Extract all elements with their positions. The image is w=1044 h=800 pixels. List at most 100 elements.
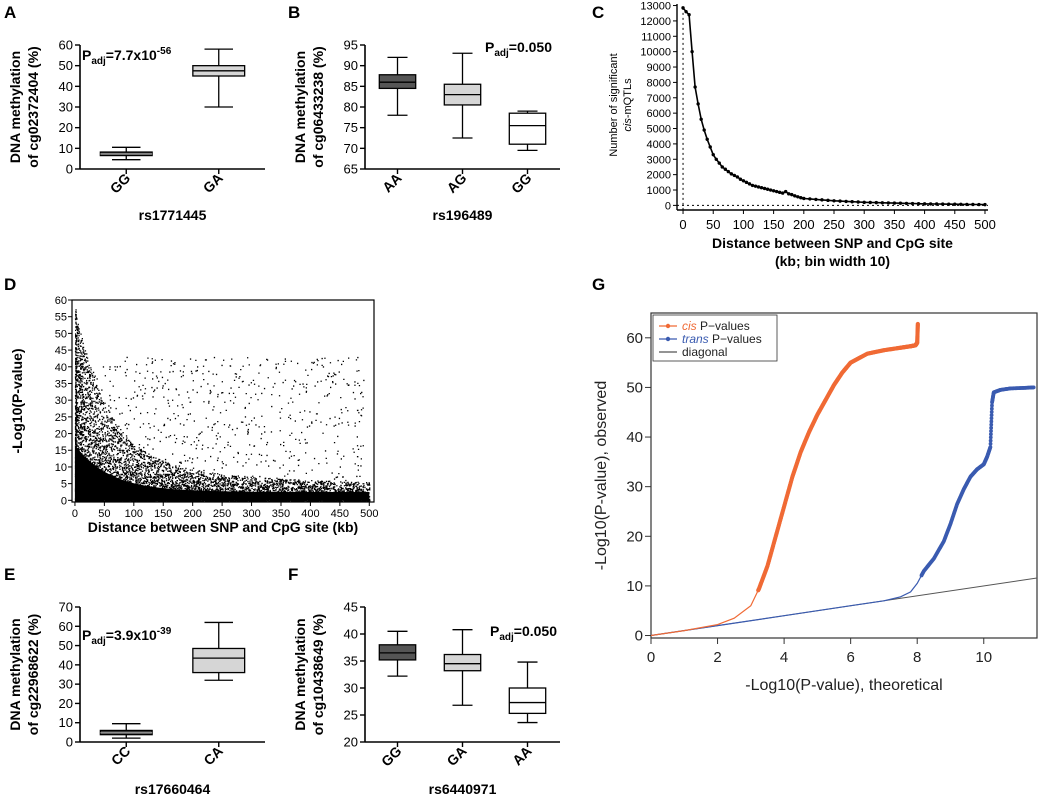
data-point [774,189,779,194]
y-axis-title: -Log10(P-value), observed [593,381,610,570]
y-tick-label: 30 [344,681,358,696]
panel-e-boxplot: 0 10 20 30 40 50 60 70 CC CA DNA methylation of cg2… [7,600,265,797]
y-tick-label: 40 [59,79,73,94]
data-point [744,180,749,185]
y-tick-label: 15 [55,445,67,457]
data-point [735,175,740,179]
x-tick-label: 500 [360,508,378,520]
y-tick-label: 45 [55,345,67,357]
y-tick-label: 4000 [647,139,671,151]
data-point [696,102,700,106]
trans-point [989,429,993,433]
data-point [765,187,770,191]
x-tick-label: 4 [780,649,788,666]
x-tick-label: 450 [944,217,966,232]
y-tick-label: 30 [59,677,73,692]
panel-b-boxplot: 65 70 75 80 85 90 95 AA AG GG DNA methylation of cg… [292,38,560,223]
trans-pvalues-line [650,386,1034,637]
y-tick-label: 0 [66,735,73,750]
y-axis-title-line1: DNA methylation [7,618,23,730]
data-point [880,201,885,205]
legend-swatch-point [665,336,671,342]
box-gg-iqr [508,112,547,145]
x-axis-title-line1: Distance between SNP and CpG site [712,235,953,251]
data-point [750,183,755,188]
y-tick-label: 10000 [640,47,671,59]
data-point [922,202,927,206]
y-tick-label: 50 [55,328,67,340]
x-tick-label: 450 [331,508,349,520]
x-tick-label: 350 [272,508,290,520]
y-tick-label: 5000 [647,124,671,136]
y-axis-title: -Log10(P-value) [9,348,25,453]
p-adj-subscript: adj [91,636,106,647]
data-point [977,202,981,207]
trans-point [990,403,994,408]
p-adj-value: =0.050 [509,39,552,55]
y-tick-label: 10 [59,141,73,156]
x-axis-title: rs1771445 [139,207,207,223]
data-point [838,199,842,203]
y-tick-label: 3000 [647,154,671,166]
x-tick-label: 50 [98,508,110,520]
data-point [783,189,788,194]
panel-letter-f: F [288,565,298,584]
trans-point [1031,385,1036,390]
data-point [714,157,718,161]
y-tick-label: 60 [626,330,643,347]
panel-f-boxplot: 20 25 30 35 40 45 GG GA AA DNA methylation of cg10… [292,600,560,797]
p-adj-main: P [485,39,494,55]
panel-letter-e: E [4,565,15,584]
panel-letter-c: C [592,3,604,22]
trans-point [988,435,993,440]
y-tick-label: 30 [59,100,73,115]
y-tick-label: 60 [59,619,73,634]
x-axis-title: rs196489 [433,207,493,223]
trans-point [989,419,994,424]
y-axis-title-line2: of cg02372404 (%) [25,46,41,167]
y-axis-title-cis: cis [622,118,634,132]
data-point [723,167,728,171]
data-point [868,200,872,205]
data-point [947,202,951,206]
plot-frame [71,299,375,503]
p-adj-main: P [490,623,499,639]
p-adj-subscript: adj [91,56,106,67]
x-tick-label: 500 [974,217,996,232]
cis-pvalues-line [650,322,919,637]
data-point [753,184,758,188]
y-tick-label: 20 [55,429,67,441]
y-tick-label: 10 [55,462,67,474]
y-tick-label: 25 [55,412,67,424]
y-tick-label: 40 [344,627,358,642]
y-axis-title-line1: DNA methylation [292,51,308,163]
data-point [780,191,785,195]
data-point [738,177,743,181]
data-point [684,9,688,14]
data-point [705,137,709,141]
data-point [814,197,818,202]
x-tick-label: 8 [913,649,921,666]
data-point [953,202,957,206]
x-tick-label: 150 [154,508,172,520]
data-point [790,192,794,197]
plot-frame [650,312,1038,639]
p-adj-subscript: adj [494,48,509,59]
data-point [910,201,915,206]
x-tick-label: 350 [884,217,906,232]
legend-entry-text: P−values [709,332,762,346]
data-point [802,196,806,201]
y-tick-label: 95 [344,38,358,53]
y-tick-label: 35 [344,654,358,669]
x-axis-title: Distance between SNP and CpG site (kb) [88,519,358,535]
y-tick-label: 2000 [647,170,671,182]
category-label: GA [200,170,226,196]
data-point [793,194,797,198]
y-tick-label: 10 [59,715,73,730]
legend-box [652,314,778,362]
trans-point [989,409,994,414]
data-point [941,202,945,206]
data-point [708,145,712,149]
